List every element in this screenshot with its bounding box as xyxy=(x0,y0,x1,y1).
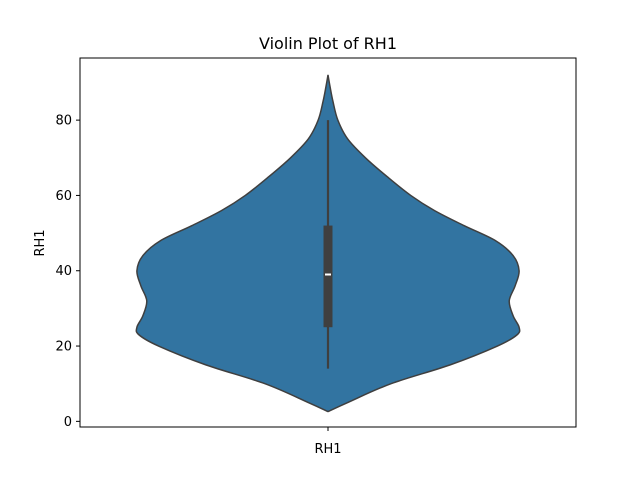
y-tick-label: 60 xyxy=(55,189,72,204)
y-axis-label: RH1 xyxy=(33,229,48,256)
y-tick-label: 40 xyxy=(55,264,72,279)
y-tick-label: 80 xyxy=(55,114,72,129)
x-tick-label: RH1 xyxy=(314,442,341,457)
y-tick-label: 20 xyxy=(55,340,72,355)
y-tick-label: 0 xyxy=(64,415,72,430)
y-axis-ticks: 0 20 40 60 80 xyxy=(55,114,80,430)
chart-title: Violin Plot of RH1 xyxy=(259,34,397,53)
iqr-box xyxy=(323,225,333,328)
violin-group xyxy=(135,74,521,413)
x-axis-ticks: RH1 xyxy=(314,427,342,457)
